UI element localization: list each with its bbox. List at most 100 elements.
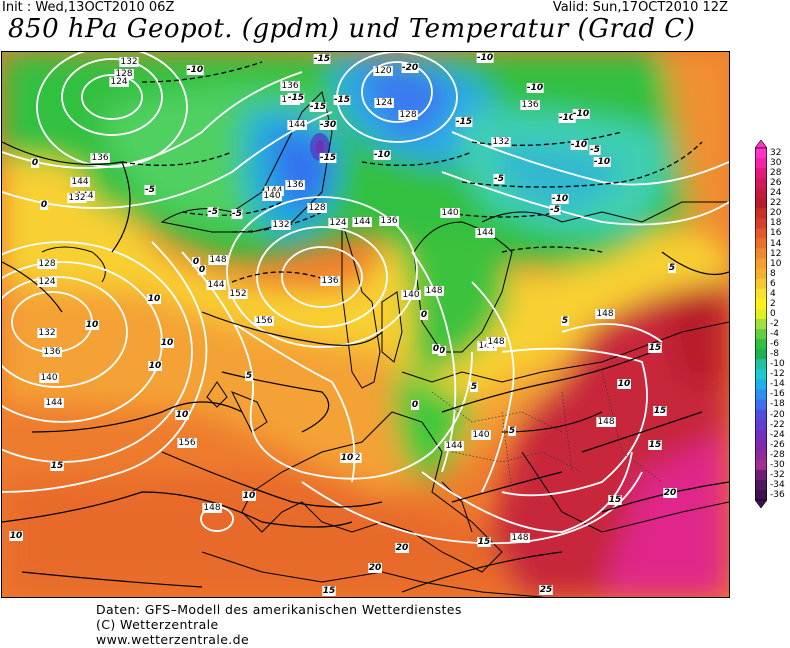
temperature-label: 0 — [32, 158, 38, 168]
scale-swatch — [755, 329, 767, 340]
temperature-label: -15 — [310, 102, 326, 112]
geopotential-label: 148 — [203, 503, 220, 513]
temperature-label: 10 — [243, 491, 256, 501]
scale-label: 6 — [770, 278, 776, 289]
temperature-label: 15 — [649, 440, 662, 450]
geopotential-label: 144 — [353, 217, 370, 227]
temperature-label: 0 — [412, 400, 418, 410]
geopotential-label: 128 — [399, 110, 416, 120]
scale-label: 2 — [770, 298, 776, 309]
weather-map: 1321281241361201241281401361441361441401… — [1, 51, 730, 598]
scale-swatch — [755, 389, 767, 400]
footer-website: www.wetterzentrale.de — [96, 632, 250, 647]
scale-label: 22 — [770, 198, 782, 209]
geopotential-label: 148 — [511, 533, 528, 543]
geopotential-label: 140 — [263, 191, 280, 201]
scale-swatch — [755, 369, 767, 380]
temperature-label: 15 — [609, 495, 622, 505]
scale-swatch — [755, 449, 767, 461]
scale-label: -18 — [770, 399, 785, 410]
geopotential-label: 132 — [38, 328, 55, 338]
scale-swatch — [755, 218, 767, 229]
temperature-label: -10 — [594, 157, 610, 167]
temperature-label: 15 — [478, 537, 491, 547]
geopotential-label: 144 — [445, 441, 462, 451]
temperature-label: -15 — [320, 153, 336, 163]
scale-label: -26 — [770, 439, 785, 450]
geopotential-label: 148 — [209, 255, 226, 265]
scale-swatch — [755, 489, 767, 501]
geopotential-label: 140 — [472, 430, 489, 440]
temperature-label: 0 — [41, 200, 47, 210]
scale-label: -4 — [770, 329, 779, 340]
scale-swatch — [755, 318, 767, 330]
temperature-label: -15 — [456, 117, 472, 127]
geopotential-label: 120 — [374, 66, 391, 76]
scale-swatch — [755, 479, 767, 491]
temperature-label: 0 — [421, 310, 427, 320]
footer-copyright: (C) Wetterzentrale — [96, 617, 219, 632]
temperature-label: -10 — [187, 65, 203, 75]
scale-swatch — [755, 168, 767, 179]
temperature-label: -15 — [314, 54, 330, 64]
scale-label: 26 — [770, 178, 782, 189]
geopotential-label: 148 — [596, 309, 613, 319]
temperature-label: -15 — [288, 93, 304, 103]
geopotential-label: 144 — [45, 398, 62, 408]
geopotential-label: 148 — [487, 337, 504, 347]
temperature-label: 15 — [654, 406, 667, 416]
scale-swatch — [755, 178, 767, 189]
geopotential-label: 144 — [207, 280, 224, 290]
scale-label: -6 — [770, 339, 779, 350]
scale-max-arrow — [755, 140, 767, 149]
scale-swatch — [755, 228, 767, 239]
geopotential-label: 144 — [476, 228, 493, 238]
temperature-label: -10 — [559, 113, 575, 123]
temperature-label: 15 — [323, 586, 336, 596]
temperature-label: 15 — [51, 461, 64, 471]
temperature-label: -10 — [527, 83, 543, 93]
scale-label: -30 — [770, 459, 785, 470]
temperature-label: 10 — [341, 453, 354, 463]
scale-label: -12 — [770, 369, 785, 380]
scale-swatch — [755, 339, 767, 350]
scale-label: 10 — [770, 258, 782, 269]
temperature-label: -10 — [477, 53, 493, 63]
temperature-label: -10 — [374, 150, 390, 160]
scale-label: 0 — [770, 308, 776, 319]
scale-label: -32 — [770, 469, 785, 480]
scale-swatch — [755, 298, 767, 310]
temperature-label: 5 — [669, 263, 675, 273]
scale-swatch — [755, 359, 767, 370]
scale-label: 28 — [770, 168, 782, 179]
scale-label: 24 — [770, 188, 782, 199]
scale-label: 20 — [770, 208, 782, 219]
temperature-label: 10 — [149, 361, 162, 371]
scale-label: 14 — [770, 238, 782, 249]
temperature-label: 10 — [86, 320, 99, 330]
scale-swatch — [755, 268, 767, 280]
temperature-label: 0 — [433, 344, 439, 354]
temperature-scale-labels: 32 30 28 26 24 22 20 18 16 14 12 10 8 6 4 2 0 -2 -4 -6 -8 -10… — [770, 140, 790, 508]
scale-min-arrow — [755, 499, 767, 508]
valid-time-label: Valid: Sun,17OCT2010 12Z — [552, 0, 728, 15]
data-source-footer: Daten: GFS–Modell des amerikanischen Wet… — [96, 602, 462, 647]
temperature-label: -15 — [334, 95, 350, 105]
geopotential-label: 124 — [110, 77, 127, 87]
geopotential-label: 136 — [43, 347, 60, 357]
temperature-label: 15 — [649, 343, 662, 353]
scale-label: 32 — [770, 148, 782, 159]
country-borders — [431, 371, 663, 493]
geopotential-label: 140 — [40, 373, 57, 383]
geopotential-label: 132 — [120, 57, 137, 67]
temperature-contours-positive — [2, 141, 729, 593]
geopotential-label: 148 — [597, 417, 614, 427]
temperature-label: 0 — [439, 346, 445, 356]
scale-label: -20 — [770, 409, 785, 420]
scale-label: -22 — [770, 419, 785, 430]
temperature-label: -30 — [320, 120, 336, 130]
temperature-label: -5 — [494, 174, 504, 184]
scale-label: -2 — [770, 319, 779, 329]
geopotential-label: 136 — [281, 81, 298, 91]
scale-label: -34 — [770, 479, 785, 490]
